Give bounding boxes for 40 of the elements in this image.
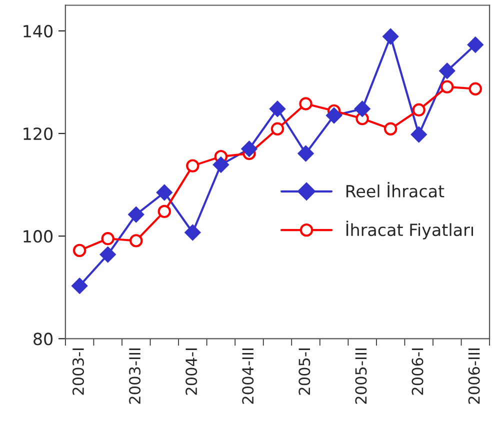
x-tick-label: 2006-III	[468, 348, 480, 404]
point	[186, 159, 200, 172]
legend-label: İhracat Fiyatları	[346, 220, 473, 240]
point	[468, 82, 482, 96]
x-tick-label: 2004-III	[242, 348, 254, 404]
point	[156, 184, 172, 200]
point	[128, 206, 144, 222]
y-tick-label: 80	[34, 332, 53, 346]
point	[72, 278, 88, 294]
x-tick-label: 2003-III	[128, 348, 141, 404]
point	[184, 224, 201, 240]
point	[158, 204, 171, 218]
point	[72, 244, 86, 258]
x-tick-label: 2003-I	[72, 348, 84, 395]
point	[439, 62, 456, 79]
point	[101, 232, 114, 246]
point	[384, 122, 398, 136]
y-tick-label: 120	[24, 127, 53, 140]
point	[326, 108, 342, 124]
legend-label: Reel İhracat	[346, 182, 444, 198]
point	[299, 97, 312, 110]
point	[440, 80, 454, 94]
point	[270, 100, 286, 117]
y-tick-label: 140	[24, 24, 53, 38]
point	[100, 246, 116, 262]
point	[130, 234, 143, 248]
x-tick-label: 2005-III	[355, 348, 367, 404]
point	[412, 103, 426, 116]
y-tick-label: 100	[24, 230, 53, 243]
point	[241, 140, 258, 157]
point	[410, 126, 427, 142]
point	[382, 28, 398, 44]
x-tick-label: 2006-I	[412, 348, 424, 395]
x-tick-label: 2004-I	[186, 348, 198, 395]
point	[354, 100, 370, 117]
point	[298, 146, 314, 162]
x-tick-label: 2005-I	[298, 348, 310, 395]
point	[467, 36, 484, 53]
point	[270, 122, 284, 136]
point	[213, 156, 229, 173]
